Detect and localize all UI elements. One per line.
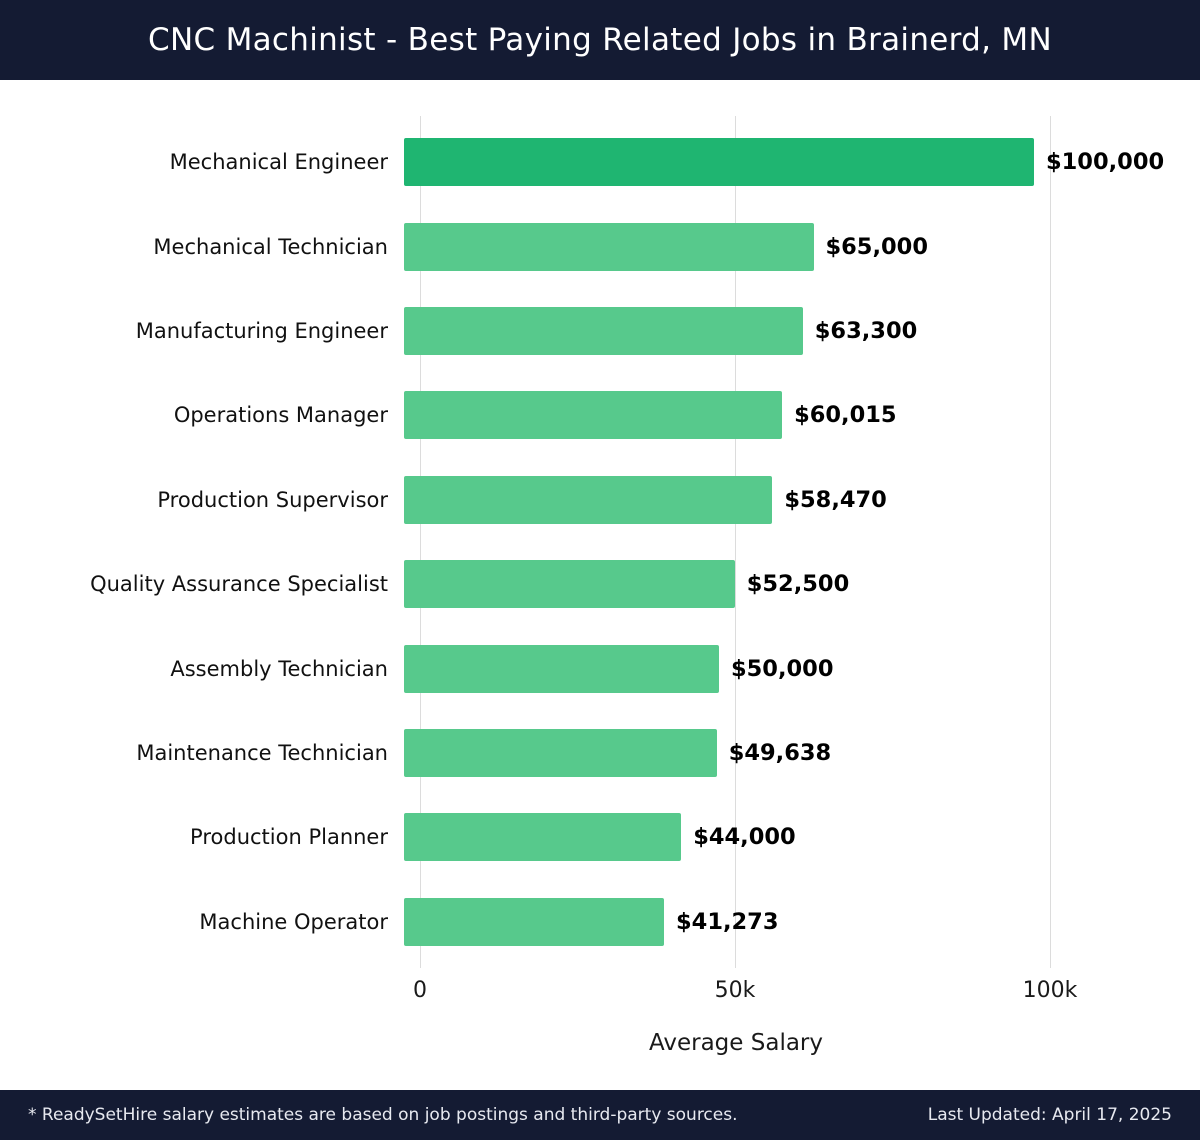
salary-bar — [404, 728, 717, 777]
salary-bar — [404, 475, 773, 524]
x-tick-label: 50k — [714, 978, 756, 1003]
salary-bar — [404, 222, 814, 271]
category-label: Manufacturing Engineer — [135, 318, 388, 343]
bar-value-label: $44,000 — [693, 824, 796, 851]
bar-track: $49,638 — [404, 728, 1200, 777]
salary-bar — [404, 560, 735, 609]
salary-bar — [404, 391, 783, 440]
salary-bar — [404, 306, 803, 355]
category-label: Mechanical Technician — [153, 234, 388, 259]
bar-value-label: $63,300 — [814, 317, 918, 344]
category-label: Quality Assurance Specialist — [90, 572, 388, 597]
bar-value-label: $50,000 — [731, 655, 834, 682]
salary-bar — [404, 897, 665, 946]
bar-value-label: $52,500 — [746, 571, 850, 598]
page-title: CNC Machinist - Best Paying Related Jobs… — [148, 22, 1052, 58]
bar-row: Production Planner $44,000 — [0, 795, 1200, 879]
bar-row: Mechanical Engineer $100,000 — [0, 120, 1200, 204]
bar-row: Assembly Technician $50,000 — [0, 626, 1200, 710]
bar-track: $41,273 — [404, 897, 1200, 946]
x-tick-label: 0 — [413, 978, 427, 1003]
gridline — [1050, 116, 1051, 968]
x-tick-label: 100k — [1022, 978, 1078, 1003]
category-label: Machine Operator — [199, 909, 388, 934]
footer-band: * ReadySetHire salary estimates are base… — [0, 1090, 1200, 1140]
category-label: Production Supervisor — [157, 487, 388, 512]
x-ticks: 0 50k 100k — [0, 978, 1200, 1008]
category-label: Production Planner — [190, 825, 388, 850]
bar-track: $58,470 — [404, 475, 1200, 524]
bar-row: Mechanical Technician $65,000 — [0, 204, 1200, 288]
bar-track: $50,000 — [404, 644, 1200, 693]
bar-row: Manufacturing Engineer $63,300 — [0, 289, 1200, 373]
bar-track: $44,000 — [404, 813, 1200, 862]
bar-value-label: $41,273 — [676, 908, 779, 935]
bar-row: Maintenance Technician $49,638 — [0, 711, 1200, 795]
bar-value-label: $58,470 — [784, 486, 887, 513]
bar-value-label: $60,015 — [794, 402, 897, 429]
bar-track: $60,015 — [404, 391, 1200, 440]
gridline — [735, 116, 736, 968]
bar-rows: Mechanical Engineer $100,000 Mechanical Te… — [0, 120, 1200, 964]
header-band: CNC Machinist - Best Paying Related Jobs… — [0, 0, 1200, 80]
bar-value-label: $100,000 — [1046, 149, 1165, 176]
category-label: Mechanical Engineer — [169, 150, 388, 175]
salary-bar — [404, 813, 682, 862]
category-label: Assembly Technician — [170, 656, 388, 681]
category-label: Operations Manager — [173, 403, 388, 428]
gridlines — [420, 116, 1052, 968]
salary-bar — [404, 138, 1034, 187]
bar-track: $63,300 — [404, 306, 1200, 355]
bar-row: Machine Operator $41,273 — [0, 880, 1200, 964]
gridline — [420, 116, 421, 968]
bar-track: $65,000 — [404, 222, 1200, 271]
x-axis-label: Average Salary — [648, 1030, 823, 1056]
bar-row: Quality Assurance Specialist $52,500 — [0, 542, 1200, 626]
bar-row: Production Supervisor $58,470 — [0, 458, 1200, 542]
category-label: Maintenance Technician — [136, 740, 388, 765]
footer-note: * ReadySetHire salary estimates are base… — [28, 1105, 738, 1125]
bar-track: $100,000 — [404, 138, 1200, 187]
salary-bar — [404, 644, 719, 693]
footer-last-updated: Last Updated: April 17, 2025 — [927, 1105, 1172, 1125]
bar-value-label: $65,000 — [825, 233, 928, 260]
bar-row: Operations Manager $60,015 — [0, 373, 1200, 457]
chart-area: Mechanical Engineer $100,000 Mechanical Te… — [0, 80, 1200, 1090]
bar-track: $52,500 — [404, 560, 1200, 609]
bar-value-label: $49,638 — [728, 739, 832, 766]
